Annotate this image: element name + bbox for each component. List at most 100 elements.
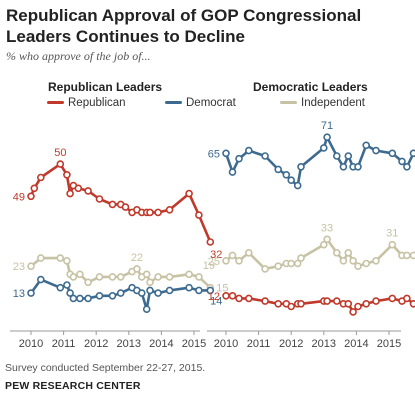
data-point — [195, 211, 203, 219]
data-point — [27, 262, 35, 271]
data-point — [142, 305, 151, 314]
data-point — [30, 184, 39, 193]
data-point — [63, 171, 71, 179]
data-point — [63, 256, 71, 265]
data-point — [146, 208, 154, 217]
data-label: 33 — [321, 222, 333, 234]
data-point — [297, 163, 305, 171]
legend: Republican Democrat Independent — [47, 97, 412, 117]
data-point — [138, 289, 146, 297]
data-point — [56, 160, 65, 168]
series-line-democrat — [224, 135, 415, 187]
data-point — [339, 163, 348, 171]
data-point — [146, 278, 154, 287]
data-point — [142, 270, 151, 279]
data-point — [332, 249, 341, 257]
data-point — [116, 273, 125, 281]
x-tick-label: 2013 — [117, 338, 141, 350]
data-point — [349, 308, 357, 316]
data-point — [36, 275, 45, 284]
data-label: 15 — [216, 283, 228, 295]
data-point — [235, 154, 243, 163]
data-point — [372, 256, 380, 265]
data-point — [235, 256, 243, 265]
data-point — [95, 291, 104, 300]
data-point — [206, 286, 215, 295]
data-point — [133, 265, 141, 273]
data-point — [409, 251, 415, 260]
data-point — [349, 256, 357, 265]
data-point — [36, 254, 45, 262]
data-point — [228, 251, 237, 260]
data-point — [222, 256, 230, 265]
data-point — [222, 291, 230, 300]
x-tick-label: 2013 — [312, 338, 336, 350]
data-point — [372, 297, 380, 305]
data-point — [56, 254, 65, 262]
data-point — [154, 208, 162, 217]
data-label: 32 — [210, 249, 222, 261]
data-point — [154, 289, 162, 297]
data-point — [388, 149, 397, 158]
x-tick-label: 2010 — [19, 338, 43, 350]
data-label: 23 — [13, 261, 25, 273]
data-point — [165, 286, 174, 295]
data-point — [185, 189, 193, 198]
data-point — [108, 200, 117, 209]
series-line-independent — [30, 256, 212, 289]
data-point — [185, 270, 193, 279]
data-point — [165, 206, 174, 214]
data-point — [403, 163, 411, 171]
data-label: 14 — [210, 295, 222, 307]
data-point — [84, 187, 92, 195]
series-independent: 25273331 — [208, 222, 415, 273]
x-tick-label: 2012 — [279, 338, 303, 350]
data-point — [354, 302, 362, 311]
chart-panel-democratic-leaders: 2010201120122013201420156565712527333112… — [207, 120, 415, 350]
data-point — [66, 289, 74, 297]
data-point — [228, 168, 237, 176]
data-point — [319, 144, 328, 152]
data-label: 50 — [54, 147, 66, 159]
data-label: 49 — [13, 191, 25, 203]
data-point — [323, 297, 331, 305]
chart-subtitle: % who approve of the job of... — [6, 49, 151, 63]
chart-title: Republican Approval of GOP Congressional… — [6, 6, 362, 46]
data-point — [245, 294, 253, 303]
data-point — [332, 152, 341, 160]
data-point — [403, 294, 411, 303]
x-tick-label: 2010 — [214, 338, 238, 350]
data-label: 31 — [386, 228, 398, 240]
data-point — [121, 203, 130, 211]
panel-title-democratic-leaders: Democratic Leaders — [253, 80, 368, 94]
footnote: Survey conducted September 22-27, 2015. — [5, 362, 206, 374]
data-point — [409, 300, 415, 308]
x-tick-label: 2012 — [84, 338, 108, 350]
data-point — [344, 249, 353, 257]
legend-swatch-independent — [280, 101, 297, 105]
data-label: 71 — [321, 120, 333, 132]
legend-swatch-republican — [47, 101, 64, 105]
series-democrat: 656571 — [208, 120, 415, 190]
legend-label-democrat: Democrat — [186, 97, 236, 109]
source-credit: PEW RESEARCH CENTER — [5, 380, 141, 392]
data-point — [76, 270, 84, 279]
series-republican: 49 32 50 — [13, 147, 223, 261]
data-point — [287, 259, 296, 268]
data-point — [206, 238, 215, 246]
data-point — [74, 184, 83, 193]
data-point — [76, 294, 84, 303]
data-point — [95, 273, 104, 281]
data-point — [332, 297, 341, 305]
data-point — [362, 141, 371, 150]
x-tick-label: 2014 — [344, 338, 368, 350]
data-point — [116, 289, 125, 297]
data-point — [323, 133, 331, 141]
data-point — [362, 259, 371, 268]
data-point — [27, 289, 35, 297]
data-point — [63, 281, 71, 289]
x-tick-label: 2014 — [149, 338, 173, 350]
legend-item-independent: Independent — [280, 97, 365, 109]
panel-title-republican-leaders: Republican Leaders — [48, 80, 163, 94]
